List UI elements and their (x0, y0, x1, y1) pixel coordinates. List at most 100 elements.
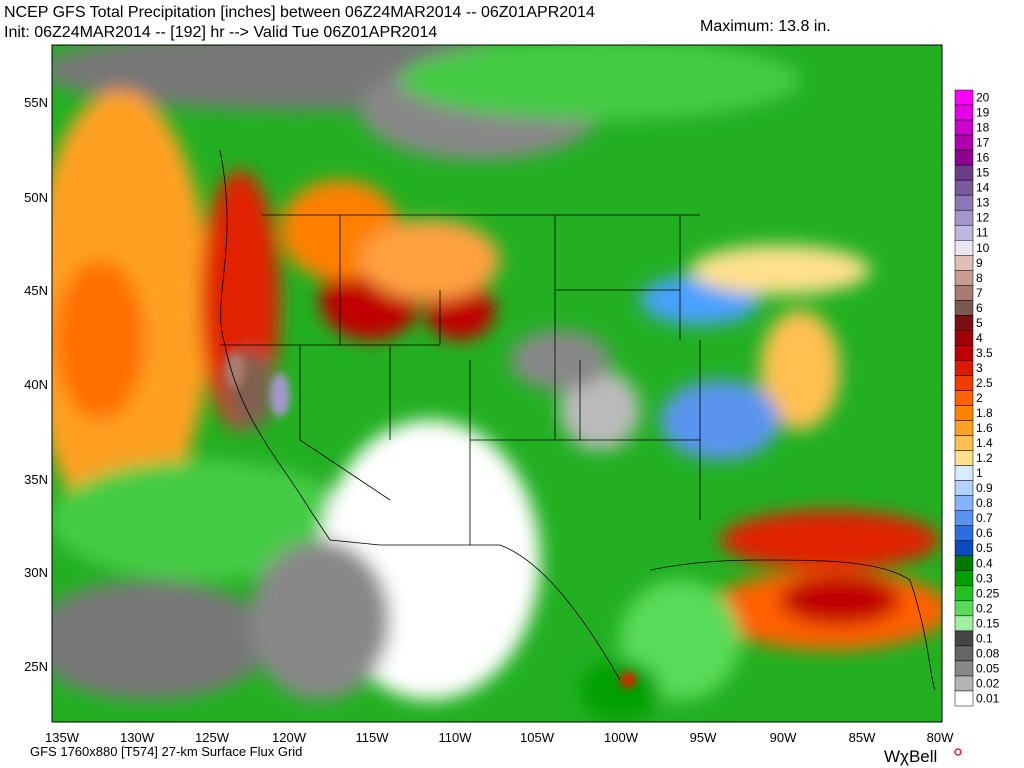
precip-field (52, 45, 942, 722)
colorbar-label: 0.01 (976, 691, 1000, 705)
colorbar-label: 17 (976, 136, 990, 150)
colorbar-swatch (954, 104, 974, 121)
colorbar-label: 12 (976, 211, 990, 225)
lon-label: 110W (439, 730, 473, 745)
colorbar-swatch (954, 375, 974, 391)
lon-label: 80W (927, 730, 954, 745)
colorbar-label: 1.4 (976, 436, 993, 450)
colorbar-label: 19 (976, 106, 990, 120)
colorbar-label: 0.6 (976, 526, 993, 540)
colorbar-swatch (954, 194, 974, 211)
map-frame (51, 44, 943, 723)
colorbar-swatch (954, 179, 974, 196)
colorbar-label: 0.4 (976, 556, 993, 570)
colorbar-label: 0.8 (976, 496, 993, 510)
colorbar-label: 7 (976, 286, 983, 300)
colorbar-swatch (954, 450, 974, 466)
colorbar-label: 0.02 (976, 676, 1000, 690)
colorbar-swatch (954, 164, 974, 181)
lon-label: 115W (356, 730, 390, 745)
colorbar-swatch (954, 330, 974, 346)
colorbar-swatch (954, 315, 974, 331)
colorbar-swatch (954, 285, 974, 301)
lat-label: 50N (24, 190, 48, 205)
colorbar-swatch (954, 510, 974, 526)
colorbar-swatch (954, 224, 974, 241)
colorbar-label: 1 (976, 466, 983, 480)
colorbar-label: 0.1 (976, 631, 993, 645)
colorbar-label: 2.5 (976, 376, 993, 390)
colorbar-swatch (954, 119, 974, 136)
colorbar-swatch (954, 405, 974, 421)
lon-label: 130W (120, 730, 155, 745)
logo-mark (954, 748, 962, 756)
colorbar-swatch (954, 555, 974, 572)
lat-label: 55N (24, 95, 48, 110)
colorbar-label: 4 (976, 331, 983, 345)
colorbar-swatch (954, 540, 974, 557)
colorbar-swatch (954, 390, 974, 406)
lat-label: 25N (24, 659, 48, 674)
colorbar-label: 10 (976, 241, 990, 255)
colorbar-swatch (954, 600, 974, 617)
colorbar-swatch (954, 420, 974, 436)
colorbar-label: 0.25 (976, 586, 1000, 600)
colorbar-swatch (954, 585, 974, 602)
colorbar-swatch (954, 435, 974, 451)
colorbar-label: 3 (976, 361, 983, 375)
colorbar-label: 1.6 (976, 421, 993, 435)
lat-label: 40N (24, 377, 48, 392)
colorbar-swatch (954, 630, 974, 647)
colorbar-swatch (954, 675, 974, 692)
colorbar-label: 5 (976, 316, 983, 330)
colorbar-label: 16 (976, 151, 990, 165)
colorbar-swatch (954, 345, 974, 361)
colorbar-swatch (954, 89, 974, 106)
lon-label: 125W (195, 730, 230, 745)
colorbar-label: 1.8 (976, 406, 993, 420)
colorbar-label: 0.3 (976, 571, 993, 585)
lon-label: 100W (604, 730, 639, 745)
colorbar-swatch (954, 360, 974, 376)
colorbar-swatch (954, 525, 974, 541)
title: NCEP GFS Total Precipitation [inches] be… (4, 4, 595, 21)
colorbar-label: 11 (976, 226, 989, 240)
lon-label: 135W (45, 730, 80, 745)
lat-label: 30N (24, 565, 48, 580)
colorbar-label: 14 (976, 181, 990, 195)
colorbar-label: 9 (976, 256, 983, 270)
colorbar-swatch (954, 270, 974, 286)
colorbar-label: 3.5 (976, 346, 993, 360)
colorbar-label: 15 (976, 166, 990, 180)
colorbar-swatch (954, 690, 974, 707)
colorbar-label: 18 (976, 121, 990, 135)
logo: WχBell (884, 747, 937, 766)
colorbar-swatch (954, 615, 974, 632)
lon-label: 90W (770, 730, 797, 745)
colorbar: 20191817161514131211109876543.532.521.81… (954, 89, 1000, 707)
colorbar-label: 0.2 (976, 601, 993, 615)
colorbar-swatch (954, 570, 974, 587)
colorbar-label: 0.7 (976, 511, 993, 525)
colorbar-label: 2 (976, 391, 983, 405)
colorbar-swatch (954, 239, 974, 256)
lon-label: 85W (849, 730, 876, 745)
colorbar-swatch (954, 255, 974, 271)
colorbar-label: 0.08 (976, 646, 1000, 660)
init-line: Init: 06Z24MAR2014 -- [192] hr --> Valid… (4, 24, 437, 41)
lat-label: 45N (24, 283, 48, 298)
boundaries (219, 149, 936, 691)
colorbar-swatch (954, 645, 974, 662)
colorbar-swatch (954, 209, 974, 226)
colorbar-label: 0.9 (976, 481, 993, 495)
lon-labels: 135W 130W 125W 120W 115W 110W 105W 100W 95W 90W 85… (45, 730, 954, 745)
colorbar-label: 0.05 (976, 661, 1000, 675)
colorbar-label: 20 (976, 91, 990, 105)
colorbar-swatch (954, 300, 974, 316)
colorbar-swatch (954, 495, 974, 511)
colorbar-label: 1.2 (976, 451, 993, 465)
colorbar-label: 6 (976, 301, 983, 315)
colorbar-label: 0.15 (976, 616, 1000, 630)
